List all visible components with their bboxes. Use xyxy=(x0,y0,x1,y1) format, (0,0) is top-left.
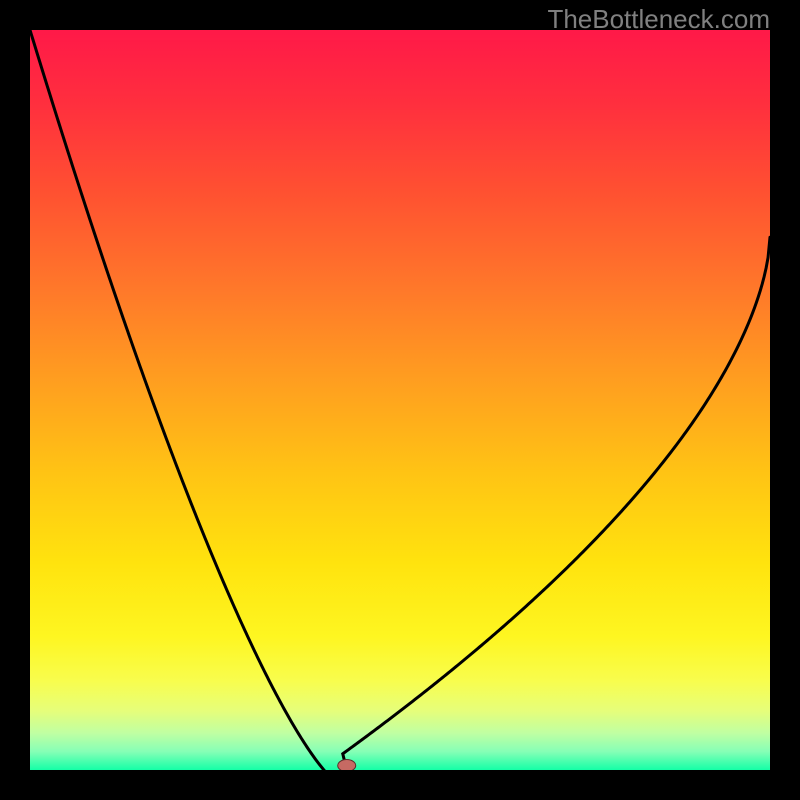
background-gradient xyxy=(30,30,770,770)
chart-container: TheBottleneck.com xyxy=(0,0,800,800)
watermark-text: TheBottleneck.com xyxy=(547,4,770,35)
marker-dot xyxy=(338,760,356,770)
plot-area xyxy=(30,30,770,770)
plot-svg xyxy=(30,30,770,770)
